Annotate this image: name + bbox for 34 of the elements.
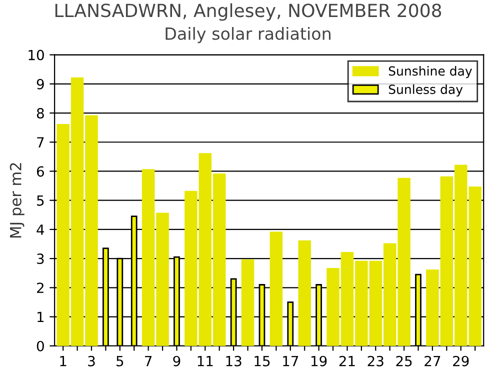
x-tick-label: 11	[198, 356, 213, 366]
y-tick-label: 3	[37, 254, 44, 264]
x-tick-label: 29	[453, 356, 469, 366]
x-tick-label: 7	[145, 356, 152, 366]
x-tick-label: 17	[283, 356, 298, 366]
bar	[241, 259, 254, 346]
x-tick-label: 1	[60, 356, 66, 366]
bar	[270, 232, 283, 346]
bar	[298, 240, 311, 346]
chart-title: LLANSADWRN, Anglesey, NOVEMBER 2008	[55, 3, 442, 21]
legend-label: Sunless day	[388, 84, 463, 97]
x-tick-label: 13	[226, 356, 242, 366]
chart-subtitle: Daily solar radiation	[166, 27, 330, 44]
y-axis-title: MJ per m2	[10, 163, 24, 238]
y-tick-label: 2	[37, 282, 44, 293]
x-tick-label: 25	[396, 356, 412, 366]
legend-label: Sunshine day	[388, 66, 472, 78]
x-tick-label: 3	[88, 356, 95, 366]
x-tick-label: 5	[116, 356, 124, 366]
y-tick-label: 7	[37, 137, 44, 148]
y-tick-label: 8	[36, 108, 44, 118]
y-tick-label: 5	[37, 195, 44, 206]
x-tick-label: 15	[254, 356, 270, 366]
y-tick-label: 0	[36, 340, 44, 352]
x-tick-label: 23	[368, 356, 384, 366]
y-tick-label: 1	[38, 312, 44, 322]
x-tick-label: 21	[339, 356, 355, 366]
y-tick-label: 9	[36, 78, 44, 90]
x-tick-label: 9	[173, 356, 180, 366]
x-tick-label: 27	[424, 356, 440, 366]
y-tick-label: 10	[28, 50, 44, 60]
x-tick-label: 19	[311, 356, 327, 366]
y-tick-label: 6	[36, 166, 44, 177]
y-tick-label: 4	[36, 224, 44, 235]
